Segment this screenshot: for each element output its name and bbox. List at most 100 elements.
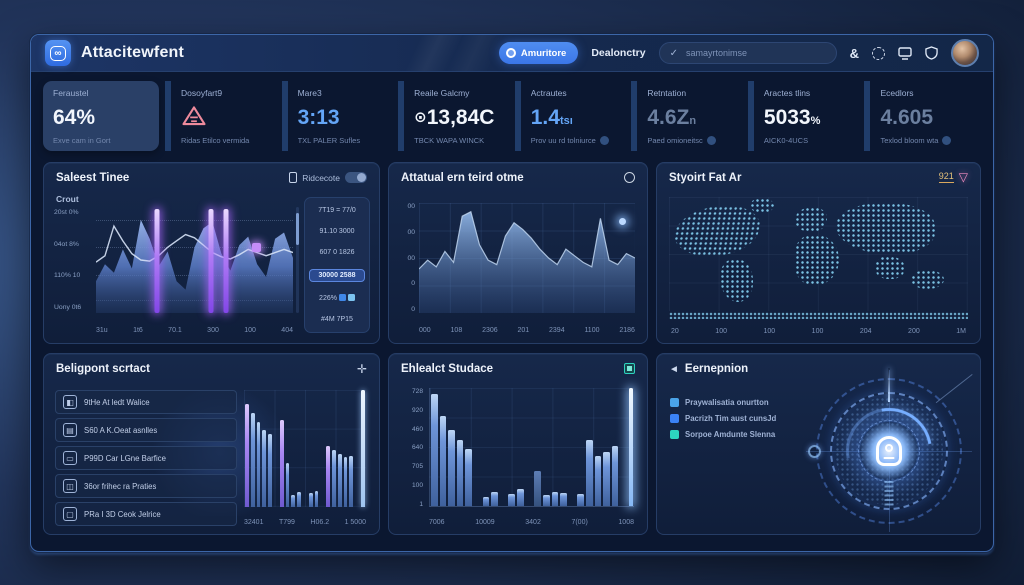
list-item[interactable]: ◧ 9tHe At ledt Walice bbox=[55, 390, 237, 414]
lock-icon bbox=[876, 436, 902, 466]
chart-icon: ◫ bbox=[63, 479, 77, 493]
list-item[interactable]: 226% bbox=[309, 292, 365, 304]
area-chart bbox=[419, 203, 635, 313]
value-side-panel: 7T19 = 77/0 91.10 3000 607 0 1826 30000 … bbox=[304, 197, 370, 333]
primary-action-button[interactable]: Amuritore bbox=[498, 42, 579, 64]
kpi-row: Feraustel 64% Exve cam in Gort Dosoyfart… bbox=[43, 81, 981, 151]
link-icon[interactable]: & bbox=[849, 45, 859, 61]
panel-ehlealct: Ehlealct Studace 728 920 460 640 705 100 1 700… bbox=[388, 353, 648, 535]
legend-swatch bbox=[670, 430, 679, 439]
list-item-selected[interactable]: 30000 2588 bbox=[309, 268, 365, 282]
kpi-card: Retntation 4.6Zn Paed omioneitsc bbox=[631, 81, 748, 151]
panel-beligpont: Beligpont scrtact ✛ ◧ 9tHe At ledt Walic… bbox=[43, 353, 380, 535]
continent-south-america bbox=[719, 258, 753, 302]
kpi-sub: Exve cam in Gort bbox=[53, 136, 111, 145]
kpi-label: Aractes tlins bbox=[763, 88, 811, 98]
dashboard-window: ∞ Attacitewfent Amuritore Dealonctry ✓ & bbox=[30, 34, 994, 552]
kpi-card: Reaile Galcmy ⊙13,84C TBCK WAPA WINCK bbox=[398, 81, 515, 151]
list-item[interactable]: ▤ S60 A K.Oeat asnlles bbox=[55, 418, 237, 442]
continent-europe bbox=[794, 207, 828, 233]
legend: Praywalisatia onurtton Pacrizh Tim aust … bbox=[670, 398, 776, 439]
nav-link[interactable]: Dealonctry bbox=[591, 47, 646, 59]
card-icon: ▭ bbox=[63, 451, 77, 465]
badge-count: 921 bbox=[938, 171, 954, 183]
kpi-label: Mare3 bbox=[297, 88, 322, 98]
kpi-label: Reaile Galcmy bbox=[414, 88, 470, 98]
panel-select-tinee: Saleest Tinee Ridcecote Crout 20st 0% 04o… bbox=[43, 162, 380, 344]
display-icon[interactable] bbox=[898, 46, 912, 60]
x-axis-ticks: 7006 10009 3402 7(00) 1008 bbox=[429, 519, 634, 526]
bar-chart bbox=[244, 390, 366, 507]
search-box[interactable]: ✓ bbox=[658, 42, 837, 64]
list-item[interactable]: ▢ PRa I 3D Ceok Jelrice bbox=[55, 502, 237, 526]
list-item[interactable]: 7T19 = 77/0 bbox=[318, 207, 356, 214]
kpi-value: 5033% bbox=[763, 105, 821, 129]
kpi-value: 4.605 bbox=[880, 105, 934, 129]
continent-africa bbox=[794, 234, 840, 285]
user-avatar[interactable] bbox=[951, 39, 979, 67]
list-item[interactable]: ◫ 36or frihec ra Praties bbox=[55, 474, 237, 498]
export-icon[interactable]: ✛ bbox=[356, 362, 367, 376]
kpi-value: 1.4tsı bbox=[530, 105, 573, 129]
bar-chart bbox=[429, 388, 634, 507]
app-title: Attacitewfent bbox=[81, 44, 185, 61]
kpi-label: Dosoyfart9 bbox=[181, 88, 223, 98]
panel-title-row: ◄ Eernepnion bbox=[669, 363, 748, 375]
kpi-label: Feraustel bbox=[53, 88, 89, 98]
legend-label: Sorpoe Amdunte Slenna bbox=[685, 430, 776, 439]
search-input[interactable] bbox=[684, 47, 826, 59]
area-line-chart bbox=[96, 207, 293, 313]
kpi-sub: Paed omioneitsc bbox=[647, 136, 740, 145]
kpi-value: 64% bbox=[53, 105, 96, 129]
shield-icon[interactable] bbox=[925, 46, 938, 60]
legend-swatch bbox=[670, 398, 679, 407]
kpi-sub: Texlod bloom wta bbox=[880, 136, 973, 145]
kpi-card: Feraustel 64% Exve cam in Gort bbox=[43, 81, 159, 151]
panel-attatual: Attatual ern teird otme 00 00 00 0 0 000 108 2 bbox=[388, 162, 648, 344]
globe-dashed-icon[interactable] bbox=[872, 46, 885, 60]
status-dot bbox=[599, 136, 609, 145]
kpi-label: Actrautes bbox=[530, 88, 567, 98]
continent-southeast-asia bbox=[875, 256, 906, 280]
continent-north-america bbox=[671, 206, 763, 257]
chart-scrollbar[interactable] bbox=[296, 207, 299, 313]
list-item-label: PRa I 3D Ceok Jelrice bbox=[84, 509, 161, 519]
panel-title: Eernepnion bbox=[684, 363, 749, 375]
marker-square bbox=[251, 243, 261, 253]
status-dot bbox=[942, 136, 952, 145]
legend-label: Praywalisatia onurtton bbox=[685, 398, 769, 407]
kpi-value: 3:13 bbox=[297, 105, 340, 129]
square-icon[interactable] bbox=[624, 363, 635, 374]
panel-title: Attatual ern teird otme bbox=[401, 172, 524, 184]
app-logo[interactable]: ∞ bbox=[45, 40, 71, 66]
kpi-sub: TBCK WAPA WINCK bbox=[414, 136, 485, 145]
kpi-card: Aractes tlins 5033% AICK0-4UCS bbox=[747, 81, 865, 151]
x-axis-ticks: 31u 1t6 70.1 300 100 404 bbox=[96, 327, 293, 334]
list-item[interactable]: #4M 7P15 bbox=[321, 315, 353, 323]
warning-triangle-icon bbox=[181, 105, 274, 130]
kpi-sub: Ridas Etilco vermida bbox=[181, 136, 250, 145]
chevron-left-icon[interactable]: ◄ bbox=[669, 363, 679, 375]
kpi-value: 4.6Zn bbox=[647, 105, 697, 129]
status-dot bbox=[706, 136, 716, 145]
device-icon: ◧ bbox=[63, 395, 77, 409]
box-icon: ▢ bbox=[63, 507, 77, 521]
list-item[interactable]: ▭ P99D Car LGne Barfice bbox=[55, 446, 237, 470]
side-badge-icon bbox=[808, 445, 821, 458]
continent-greenland bbox=[749, 198, 774, 213]
panel-title: Beligpont scrtact bbox=[56, 363, 150, 375]
glow-dot bbox=[619, 218, 627, 226]
list-item-label: 36or frihec ra Praties bbox=[84, 481, 157, 491]
list-item[interactable]: 607 0 1826 bbox=[319, 249, 355, 257]
panel-toolbar: Ridcecote bbox=[289, 172, 367, 183]
triangle-icon: ▽ bbox=[958, 170, 968, 184]
header-actions: Amuritore Dealonctry ✓ & bbox=[498, 39, 979, 67]
circle-icon[interactable] bbox=[624, 172, 635, 183]
map-dot-band bbox=[669, 312, 968, 319]
chip-icon bbox=[347, 293, 355, 301]
mode-toggle[interactable] bbox=[345, 172, 367, 183]
list-item[interactable]: 91.10 3000 bbox=[319, 228, 355, 236]
panel-eernepnion: ◄ Eernepnion Praywalisatia onurtton Pacr… bbox=[656, 353, 981, 535]
list-item-label: S60 A K.Oeat asnlles bbox=[84, 425, 158, 435]
legend-item: Praywalisatia onurtton bbox=[670, 398, 776, 407]
